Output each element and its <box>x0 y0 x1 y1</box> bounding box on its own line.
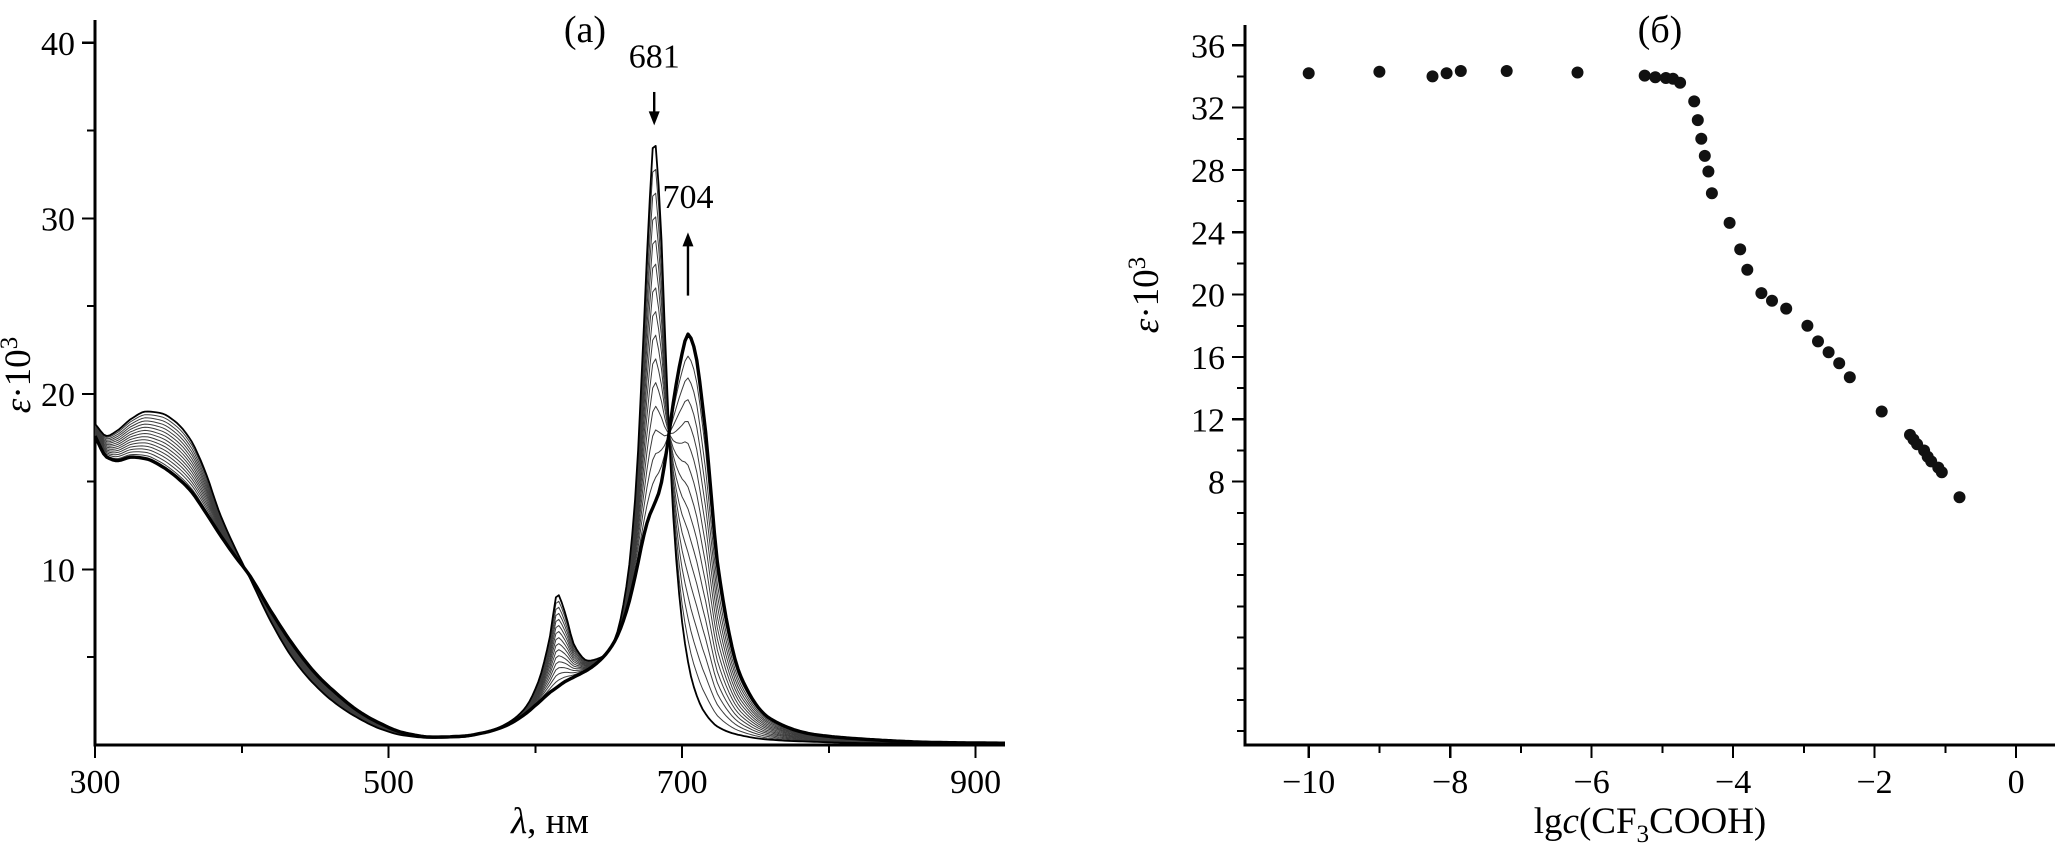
svg-text:500: 500 <box>363 764 414 801</box>
svg-text:8: 8 <box>1208 465 1225 502</box>
svg-text:−4: −4 <box>1715 764 1751 801</box>
svg-text:30: 30 <box>41 201 75 238</box>
svg-text:704: 704 <box>662 179 713 216</box>
svg-text:20: 20 <box>41 377 75 414</box>
svg-text:λ, нм: λ, нм <box>510 801 589 842</box>
svg-text:16: 16 <box>1191 340 1225 377</box>
svg-text:−6: −6 <box>1574 764 1610 801</box>
svg-text:36: 36 <box>1191 28 1225 65</box>
svg-text:900: 900 <box>950 764 1001 801</box>
svg-text:−2: −2 <box>1857 764 1893 801</box>
svg-text:20: 20 <box>1191 278 1225 315</box>
titration-scatter-chart: −10 −8 −6 −4 −2 0 8 12 16 20 24 28 32 36 lgc(CF3COOH) ε… <box>1124 25 2055 845</box>
panel-a-label: (а) <box>563 9 607 51</box>
svg-text:28: 28 <box>1191 153 1225 190</box>
svg-text:−10: −10 <box>1282 764 1335 801</box>
svg-text:300: 300 <box>70 764 121 801</box>
svg-text:10: 10 <box>41 552 75 589</box>
svg-text:ε·103: ε·103 <box>0 337 39 414</box>
svg-text:ε·103: ε·103 <box>1124 257 1167 334</box>
svg-text:32: 32 <box>1191 91 1225 128</box>
panel-a-spectra: 300 500 700 900 10 20 30 40 λ, нм ε·103 681 704 (а) <box>0 9 1006 842</box>
svg-text:24: 24 <box>1191 215 1225 252</box>
svg-text:681: 681 <box>629 38 680 75</box>
absorption-spectra-chart: 300 500 700 900 10 20 30 40 λ, нм ε·103 681 704 <box>0 20 1006 842</box>
panel-b-titration: −10 −8 −6 −4 −2 0 8 12 16 20 24 28 32 36 lgc(CF3COOH) ε… <box>1100 0 2067 845</box>
svg-text:40: 40 <box>41 26 75 63</box>
svg-text:lgc(CF3COOH): lgc(CF3COOH) <box>1534 801 1767 845</box>
svg-text:700: 700 <box>657 764 708 801</box>
svg-text:0: 0 <box>2008 764 2025 801</box>
svg-text:12: 12 <box>1191 402 1225 439</box>
svg-text:−8: −8 <box>1432 764 1468 801</box>
panel-b-label: (б) <box>1637 9 1683 51</box>
